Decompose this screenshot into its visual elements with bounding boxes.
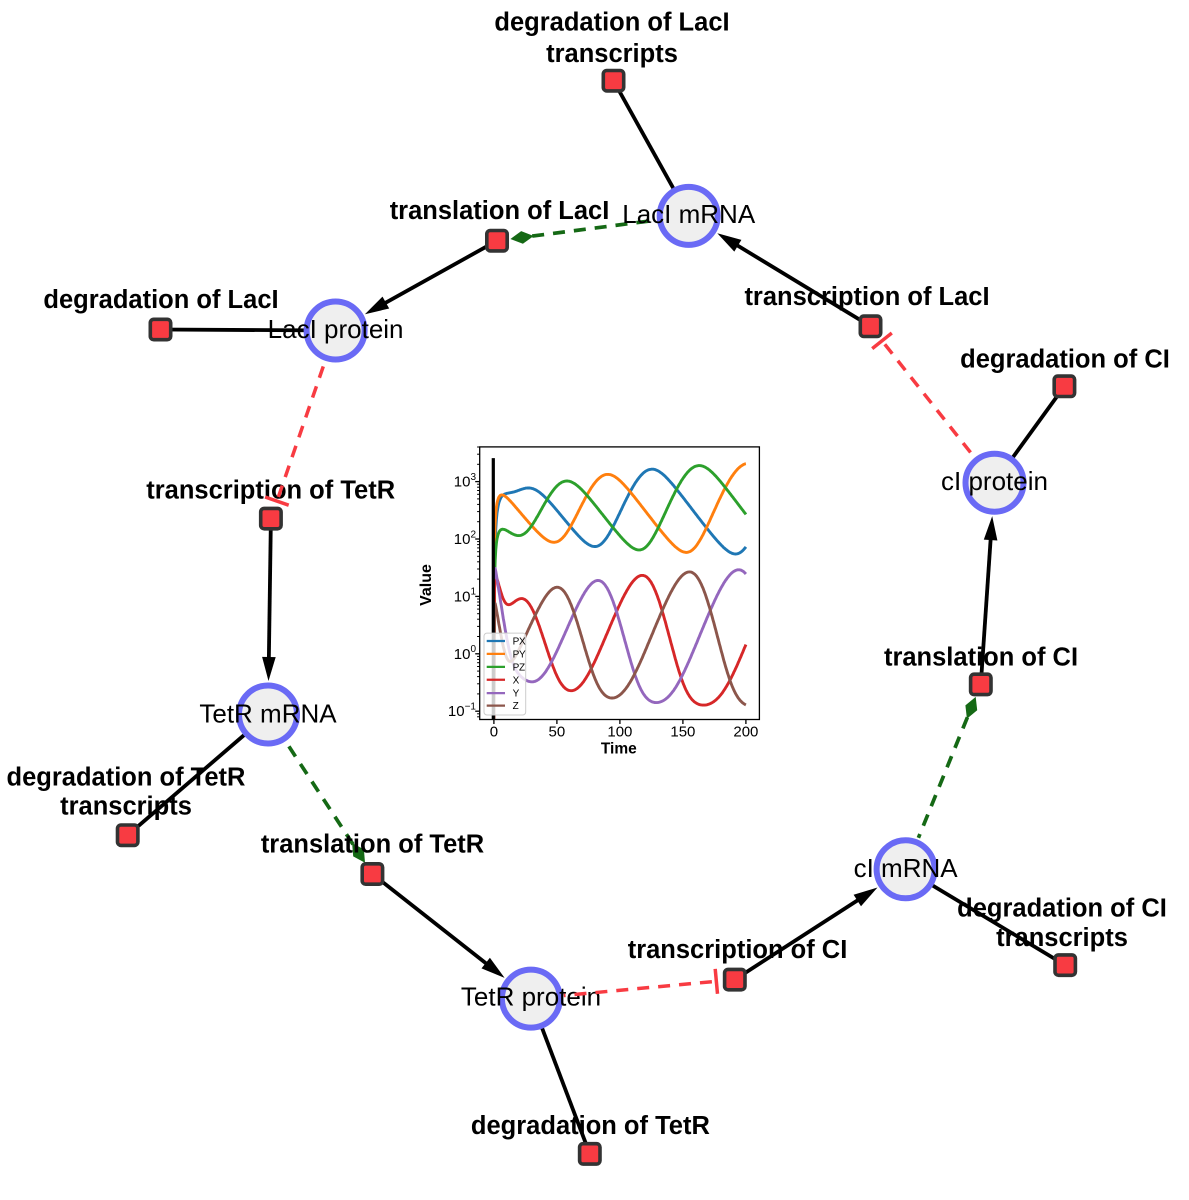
svg-text:degradation of CI: degradation of CI	[960, 346, 1170, 374]
svg-text:103: 103	[454, 472, 477, 491]
svg-text:degradation of TetR: degradation of TetR	[7, 764, 246, 792]
svg-text:101: 101	[454, 587, 477, 606]
svg-text:X: X	[513, 675, 520, 686]
svg-text:TetR protein: TetR protein	[461, 982, 601, 1012]
svg-text:200: 200	[733, 724, 758, 741]
svg-text:100: 100	[454, 644, 477, 663]
svg-text:100: 100	[607, 724, 632, 741]
svg-text:degradation of CI: degradation of CI	[957, 895, 1167, 923]
svg-text:cI mRNA: cI mRNA	[854, 853, 959, 883]
svg-text:Value: Value	[418, 564, 435, 606]
svg-text:Time: Time	[601, 741, 637, 758]
svg-text:Y: Y	[513, 689, 520, 700]
svg-text:102: 102	[454, 529, 477, 548]
svg-text:transcripts: transcripts	[996, 924, 1128, 952]
svg-text:transcripts: transcripts	[546, 40, 678, 68]
svg-text:degradation of TetR: degradation of TetR	[471, 1112, 710, 1140]
svg-text:TetR mRNA: TetR mRNA	[199, 698, 337, 728]
svg-text:transcription of LacI: transcription of LacI	[744, 283, 989, 311]
svg-text:LacI protein: LacI protein	[268, 314, 404, 344]
svg-text:degradation of LacI: degradation of LacI	[43, 286, 278, 314]
svg-text:PX: PX	[513, 637, 526, 648]
svg-text:PY: PY	[513, 650, 526, 661]
svg-text:transcripts: transcripts	[60, 793, 192, 821]
svg-text:Z: Z	[513, 701, 519, 712]
svg-text:cI protein: cI protein	[941, 466, 1048, 496]
svg-text:translation of LacI: translation of LacI	[390, 197, 610, 225]
svg-text:transcription of CI: transcription of CI	[628, 936, 848, 964]
svg-text:150: 150	[670, 724, 695, 741]
svg-text:LacI mRNA: LacI mRNA	[622, 199, 756, 229]
svg-text:50: 50	[549, 724, 566, 741]
svg-text:10−1: 10−1	[448, 702, 477, 721]
svg-text:0: 0	[490, 724, 498, 741]
svg-text:translation of TetR: translation of TetR	[261, 830, 484, 858]
svg-text:degradation of LacI: degradation of LacI	[494, 9, 729, 37]
svg-text:translation of CI: translation of CI	[884, 644, 1078, 672]
svg-text:PZ: PZ	[513, 663, 525, 674]
